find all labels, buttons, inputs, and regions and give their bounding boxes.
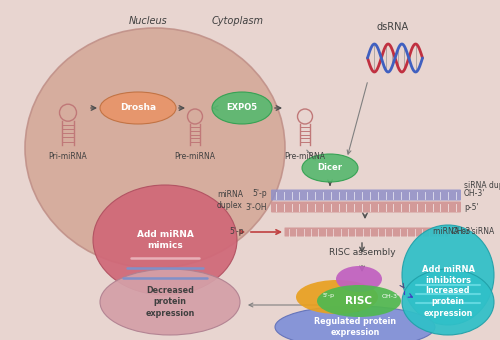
Ellipse shape	[302, 154, 358, 182]
Ellipse shape	[93, 185, 237, 295]
FancyBboxPatch shape	[271, 189, 461, 201]
Text: Drosha: Drosha	[120, 103, 156, 113]
Text: 5'-p: 5'-p	[230, 227, 244, 237]
Text: Add miRNA
inhibitors: Add miRNA inhibitors	[422, 265, 474, 285]
Text: Nucleus: Nucleus	[128, 16, 168, 26]
Text: Regulated protein
expression: Regulated protein expression	[314, 317, 396, 337]
FancyBboxPatch shape	[284, 227, 448, 237]
Text: RISC assembly: RISC assembly	[328, 248, 396, 257]
Ellipse shape	[336, 266, 382, 292]
Text: Increased
protein
expression: Increased protein expression	[424, 286, 472, 318]
Text: Pre-miRNA: Pre-miRNA	[174, 152, 216, 161]
Ellipse shape	[100, 269, 240, 335]
Text: OH-3': OH-3'	[452, 227, 473, 237]
Ellipse shape	[402, 225, 494, 325]
Ellipse shape	[296, 280, 378, 314]
Text: RISC: RISC	[346, 296, 372, 306]
Text: 5'-p: 5'-p	[252, 189, 267, 199]
Text: 3'-OH: 3'-OH	[246, 203, 267, 211]
Ellipse shape	[100, 92, 176, 124]
Text: 5'-p: 5'-p	[323, 293, 335, 299]
Ellipse shape	[212, 92, 272, 124]
Ellipse shape	[317, 285, 401, 317]
Text: dsRNA: dsRNA	[377, 22, 409, 32]
Text: p-5': p-5'	[464, 203, 478, 211]
Text: Pre-miRNA: Pre-miRNA	[284, 152, 326, 161]
Text: OH-3': OH-3'	[464, 189, 485, 199]
Text: Cytoplasm: Cytoplasm	[212, 16, 264, 26]
Text: Pri-miRNA: Pri-miRNA	[48, 152, 88, 161]
Text: miRNA
duplex: miRNA duplex	[217, 190, 243, 210]
Text: miRNA or siRNA: miRNA or siRNA	[433, 227, 494, 237]
Ellipse shape	[402, 269, 494, 335]
Ellipse shape	[275, 306, 435, 340]
Ellipse shape	[25, 28, 285, 268]
Text: siRNA duplex: siRNA duplex	[464, 182, 500, 190]
FancyBboxPatch shape	[271, 202, 461, 212]
Text: OH-3': OH-3'	[382, 294, 400, 300]
Text: Dicer: Dicer	[318, 164, 342, 172]
Text: Add miRNA
mimics: Add miRNA mimics	[136, 230, 194, 250]
Text: Decreased
protein
expression: Decreased protein expression	[146, 286, 194, 318]
Text: EXPO5: EXPO5	[226, 103, 258, 113]
